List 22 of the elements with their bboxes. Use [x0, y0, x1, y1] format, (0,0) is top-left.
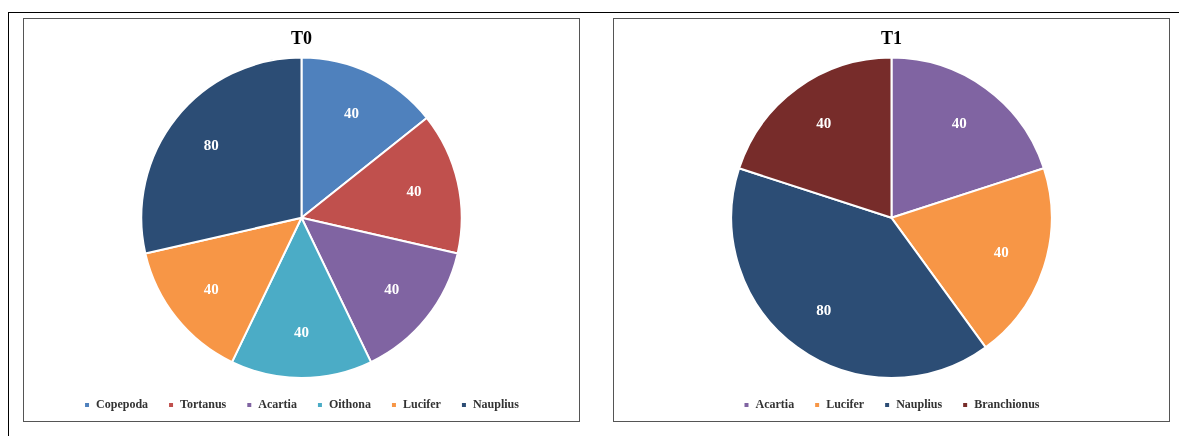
- data-label: 40: [951, 115, 967, 132]
- data-label: 80: [203, 136, 219, 153]
- data-label: 80: [816, 301, 832, 318]
- legend-label: Nauplius: [472, 397, 520, 412]
- legend-label: Lucifer: [402, 397, 442, 412]
- data-label: 40: [294, 324, 309, 341]
- legend-label: Oithona: [328, 397, 371, 412]
- legend-label: Acartia: [258, 397, 297, 412]
- data-label: 40: [816, 115, 832, 132]
- data-label: 40: [384, 280, 400, 297]
- chart-title: T0: [290, 28, 313, 49]
- chart-title: T1: [880, 28, 903, 49]
- data-label: 40: [993, 244, 1009, 261]
- legend-label: Lucifer: [826, 397, 865, 412]
- legend-label: Copepoda: [96, 397, 149, 412]
- legend-label: Branchionus: [974, 397, 1040, 412]
- data-label: 40: [406, 183, 422, 200]
- data-label: 40: [203, 280, 219, 297]
- data-label: 40: [344, 104, 360, 121]
- legend-label: Acartia: [755, 397, 795, 412]
- legend-label: Nauplius: [896, 397, 943, 412]
- legend-label: Tortanus: [180, 397, 227, 412]
